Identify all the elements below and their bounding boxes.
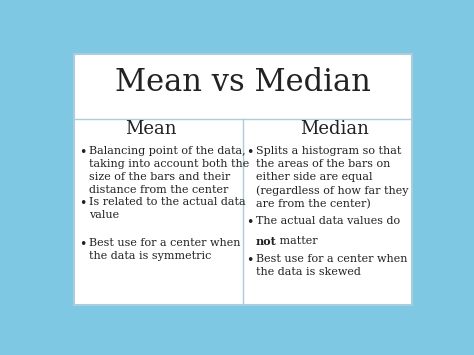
Text: •: • [80, 238, 87, 251]
Text: Mean: Mean [125, 120, 177, 138]
Text: Best use for a center when
the data is symmetric: Best use for a center when the data is s… [89, 238, 240, 261]
Text: Median: Median [301, 120, 369, 138]
Text: Best use for a center when
the data is skewed: Best use for a center when the data is s… [256, 255, 407, 277]
Text: Balancing point of the data,
taking into account both the
size of the bars and t: Balancing point of the data, taking into… [89, 147, 249, 195]
Text: The actual data values do: The actual data values do [256, 216, 400, 226]
Text: •: • [80, 197, 87, 210]
Text: matter: matter [276, 236, 318, 246]
Text: •: • [246, 255, 254, 267]
Text: •: • [246, 147, 254, 159]
Text: •: • [246, 216, 254, 229]
Text: •: • [80, 147, 87, 159]
Text: Mean vs Median: Mean vs Median [115, 67, 371, 98]
Text: not: not [256, 236, 276, 247]
FancyBboxPatch shape [74, 54, 412, 305]
Text: Splits a histogram so that
the areas of the bars on
either side are equal
(regar: Splits a histogram so that the areas of … [256, 147, 408, 209]
Text: Is related to the actual data
value: Is related to the actual data value [89, 197, 245, 220]
